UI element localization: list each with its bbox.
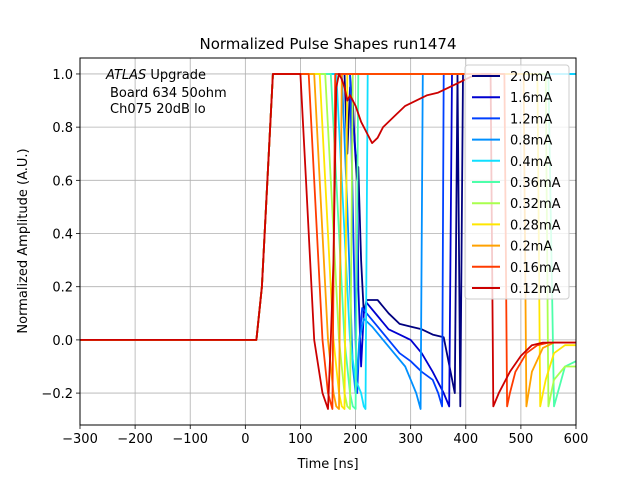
y-tick-label: 0.0 — [52, 334, 73, 349]
legend-label: 0.28mA — [510, 218, 561, 233]
annotation-line-1: ATLAS Upgrade — [105, 68, 206, 83]
y-tick-label: 0.4 — [52, 228, 73, 243]
x-tick-label: −200 — [117, 432, 153, 447]
legend-label: 2.0mA — [510, 70, 552, 85]
x-axis-label: Time [ns] — [296, 457, 358, 472]
chart-title: Normalized Pulse Shapes run1474 — [199, 35, 456, 53]
legend: 2.0mA 1.6mA 1.2mA 0.8mA 0.4mA 0.36mA 0.32mA 0.2… — [464, 64, 570, 300]
series-line-0.12mA — [80, 73, 576, 410]
annotation-block: ATLAS Upgrade Board 634 50ohm Ch075 20dB… — [105, 68, 227, 117]
annotation-line-3: Ch075 20dB lo — [110, 102, 206, 117]
x-tick-label: 200 — [343, 432, 368, 447]
y-tick-label: 1.0 — [52, 68, 73, 83]
x-tick-label: −100 — [172, 432, 208, 447]
plot-frame — [79, 57, 577, 426]
annotation-atlas: ATLAS — [105, 68, 146, 83]
y-axis-label: Normalized Amplitude (A.U.) — [16, 148, 31, 333]
y-tick-label: 0.2 — [52, 281, 73, 296]
y-tick-label: −0.2 — [41, 387, 73, 402]
x-tick-label: 100 — [288, 432, 313, 447]
annotation-line-2: Board 634 50ohm — [110, 86, 227, 101]
x-tick-label: 600 — [564, 432, 589, 447]
legend-label: 0.32mA — [510, 197, 561, 212]
annotation-upgrade: Upgrade — [146, 68, 206, 83]
legend-label: 0.2mA — [510, 240, 552, 255]
x-tick-label: 500 — [508, 432, 533, 447]
legend-label: 0.4mA — [510, 155, 552, 170]
x-tick-label: −300 — [62, 432, 98, 447]
tick-layer: −300 −200 −100 0 100 200 300 400 500 600 −0.2 0.0 0.… — [41, 68, 588, 447]
legend-label: 0.12mA — [510, 282, 561, 297]
legend-box — [464, 64, 570, 300]
legend-label: 0.16mA — [510, 261, 561, 276]
y-tick-label: 0.8 — [52, 121, 73, 136]
legend-label: 0.36mA — [510, 176, 561, 191]
legend-label: 1.2mA — [510, 112, 552, 127]
x-tick-label: 400 — [453, 432, 478, 447]
x-tick-label: 300 — [398, 432, 423, 447]
legend-label: 1.6mA — [510, 91, 552, 106]
y-tick-label: 0.6 — [52, 174, 73, 189]
legend-label: 0.8mA — [510, 134, 552, 149]
x-tick-label: 0 — [241, 432, 249, 447]
